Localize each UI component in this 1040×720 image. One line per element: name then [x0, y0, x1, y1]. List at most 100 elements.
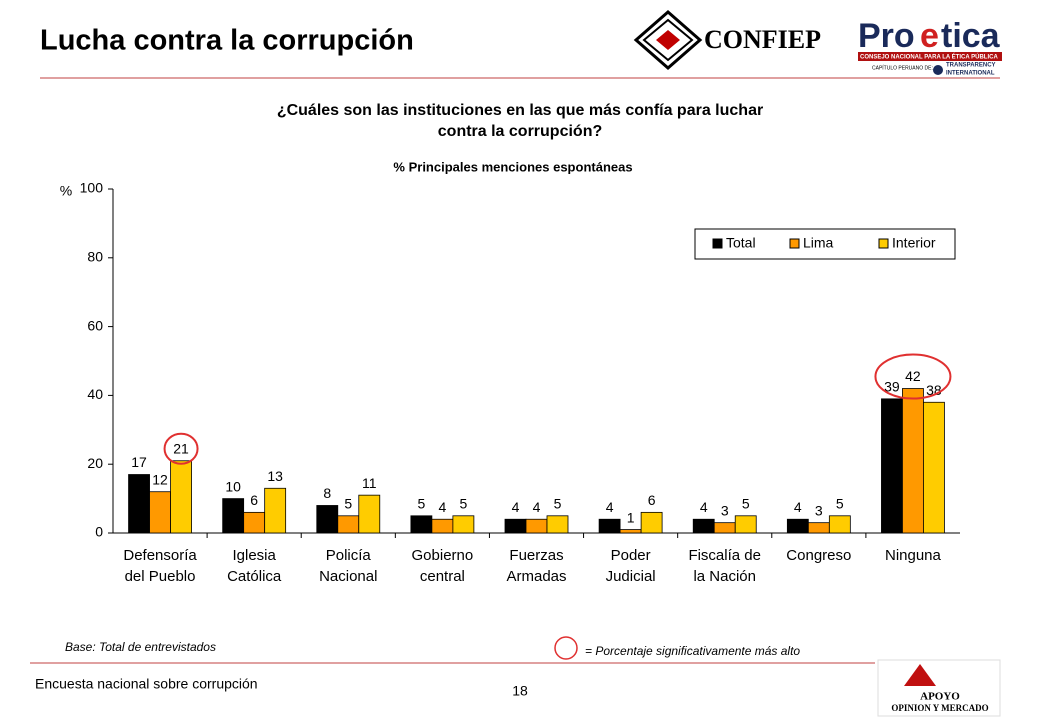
base-note: Base: Total de entrevistados	[65, 640, 216, 654]
capitulo: CAPÍTULO PERUANO DE:	[872, 64, 933, 71]
page-title: Lucha contra la corrupción	[40, 25, 414, 57]
y-tick-label: 80	[87, 249, 103, 265]
y-tick-label: 40	[87, 386, 103, 402]
legend-label: Lima	[803, 235, 834, 251]
proetica-sub: CONSEJO NACIONAL PARA LA ÉTICA PÚBLICA	[860, 53, 998, 61]
bar	[881, 398, 903, 534]
highlight-circle	[163, 432, 199, 465]
x-tick-label: Judicial	[606, 568, 656, 585]
data-label: 4	[606, 499, 614, 515]
x-tick-label: Iglesia	[232, 547, 276, 564]
bar	[316, 505, 339, 534]
data-label: 1	[627, 509, 635, 525]
x-tick-label: Fuerzas	[509, 547, 563, 564]
x-tick-label: Gobierno	[412, 547, 474, 564]
bar	[243, 511, 266, 534]
legend-box	[694, 228, 956, 260]
data-label: 42	[905, 368, 921, 384]
data-label: 39	[884, 379, 900, 395]
proetica-pro: Pro	[858, 17, 915, 55]
data-label: 3	[721, 502, 729, 518]
data-label: 5	[742, 496, 750, 512]
x-tick-label: Congreso	[786, 547, 851, 564]
bar	[598, 518, 621, 534]
bar	[902, 388, 924, 534]
bar	[807, 522, 830, 534]
data-label: 12	[152, 471, 168, 487]
bar	[410, 515, 433, 534]
data-label: 13	[267, 468, 283, 484]
data-label: 4	[533, 499, 541, 515]
proetica-e: e	[920, 17, 939, 55]
y-tick-label: 0	[95, 524, 103, 540]
bar	[128, 474, 150, 534]
confiep-logo: CONFIEP	[633, 10, 821, 70]
highlight-key	[554, 636, 578, 660]
page-number: 18	[512, 683, 528, 699]
data-label: 8	[323, 485, 331, 501]
bar	[734, 515, 757, 534]
bar	[358, 494, 381, 534]
bar	[786, 518, 809, 534]
x-tick-label: central	[420, 568, 465, 585]
bar	[525, 518, 548, 534]
data-label: 3	[815, 502, 823, 518]
legend-label: Total	[726, 235, 756, 251]
legend-swatch	[789, 238, 800, 249]
x-tick-label: Poder	[611, 547, 651, 564]
y-tick-label: 20	[87, 455, 103, 471]
apoyo-1: APOYO	[920, 691, 960, 703]
bar	[692, 518, 715, 534]
data-label: 10	[225, 478, 241, 494]
bar	[546, 515, 569, 534]
data-label: 11	[362, 475, 377, 491]
bar	[149, 491, 171, 534]
x-tick-label: Ninguna	[885, 547, 942, 564]
y-tick-label: 100	[80, 180, 104, 196]
x-tick-label: Armadas	[506, 568, 566, 585]
data-label: 6	[648, 492, 656, 508]
data-label: 17	[131, 454, 147, 470]
bar	[923, 401, 945, 534]
footer-survey: Encuesta nacional sobre corrupción	[35, 676, 258, 692]
bar	[828, 515, 851, 534]
bar	[619, 529, 642, 534]
chart-title-1: ¿Cuáles son las instituciones en las que…	[277, 102, 763, 119]
x-tick-label: del Pueblo	[125, 568, 196, 585]
data-label: 21	[173, 440, 189, 456]
ti-1: TRANSPARENCY	[946, 63, 996, 69]
bar	[452, 515, 475, 534]
bar	[264, 487, 287, 534]
data-label: 5	[836, 496, 844, 512]
bar	[504, 518, 527, 534]
data-label: 5	[554, 496, 562, 512]
x-tick-label: la Nación	[693, 568, 756, 585]
data-label: 4	[438, 499, 446, 515]
bar	[222, 498, 245, 534]
legend-label: Interior	[892, 235, 936, 251]
y-axis-label: %	[60, 183, 72, 199]
highlight-circle	[874, 353, 952, 400]
x-tick-label: Católica	[227, 568, 282, 585]
x-tick-label: Nacional	[319, 568, 377, 585]
x-tick-label: Fiscalía de	[688, 547, 761, 564]
x-tick-label: Defensoría	[123, 547, 197, 564]
bar	[337, 515, 360, 534]
apoyo-logo: APOYO OPINION Y MERCADO	[877, 659, 1001, 717]
legend-swatch	[712, 238, 723, 249]
proetica-logo: Pro e tica CONSEJO NACIONAL PARA LA ÉTIC…	[858, 17, 1002, 77]
data-label: 5	[417, 496, 425, 512]
chart-title-2: contra la corrupción?	[438, 123, 602, 140]
data-label: 4	[512, 499, 520, 515]
data-label: 4	[794, 499, 802, 515]
highlight-note: = Porcentaje significativamente más alto	[585, 644, 800, 658]
ti-2: INTERNATIONAL	[946, 71, 995, 77]
bar	[713, 522, 736, 534]
data-label: 5	[459, 496, 467, 512]
chart-subtitle: % Principales menciones espontáneas	[393, 159, 632, 174]
y-tick-label: 60	[87, 317, 103, 333]
bar	[431, 518, 454, 534]
apoyo-2: OPINION Y MERCADO	[891, 703, 988, 713]
confiep-text: CONFIEP	[704, 25, 821, 54]
